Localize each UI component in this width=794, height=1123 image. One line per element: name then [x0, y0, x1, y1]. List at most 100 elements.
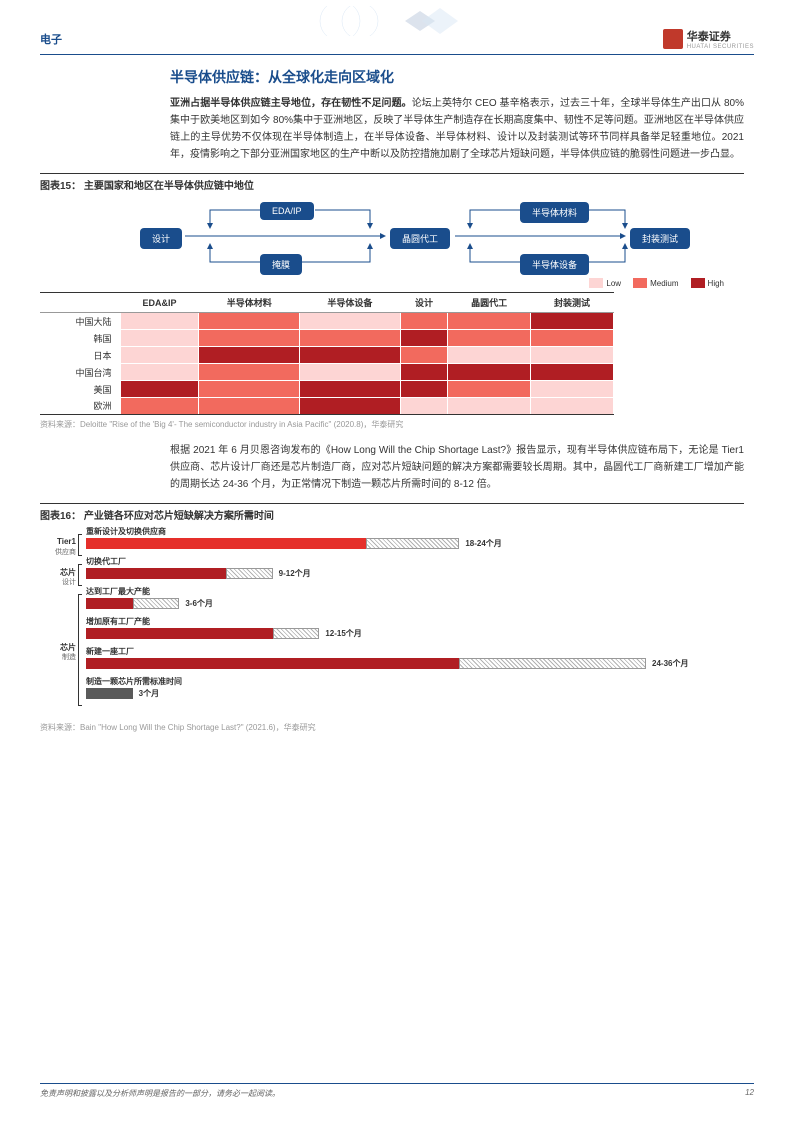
- fig15-flowchart: 设计 EDA/IP 掩膜 晶圆代工 半导体材料 半导体设备 封装测试: [70, 198, 744, 278]
- c16-row: 重新设计及切换供应商18-24个月: [86, 536, 734, 556]
- heatmap-cell: [199, 381, 300, 398]
- heatmap-cell: [400, 347, 447, 364]
- c16-row: 增加原有工厂产能12-15个月: [86, 626, 734, 646]
- c16-bar-range: [366, 538, 459, 549]
- heatmap-cell: [120, 364, 199, 381]
- disclaimer: 免责声明和披露以及分析师声明是报告的一部分，请务必一起阅读。: [40, 1088, 280, 1099]
- legend-low: Low: [589, 278, 621, 288]
- fig16-source: 资料来源：Bain "How Long Will the Chip Shorta…: [40, 722, 744, 733]
- swatch-medium-icon: [633, 278, 647, 288]
- heatmap-cell: [531, 381, 614, 398]
- heatmap-cell: [199, 364, 300, 381]
- c16-bar: [86, 628, 273, 639]
- page-number: 12: [745, 1088, 754, 1099]
- swatch-high-icon: [691, 278, 705, 288]
- header-decoration: [300, 6, 480, 36]
- heatmap-cell: [448, 347, 531, 364]
- heatmap-cell: [300, 398, 401, 415]
- heatmap-cell: [120, 398, 199, 415]
- heatmap-cell: [300, 381, 401, 398]
- c16-bar: [86, 568, 226, 579]
- heatmap-cell: [120, 381, 199, 398]
- heatmap-cell: [300, 347, 401, 364]
- logo: 华泰证券 HUATAI SECURITIES: [663, 28, 754, 50]
- heatmap-cell: [199, 347, 300, 364]
- fig15-title: 图表15： 主要国家和地区在半导体供应链中地位: [40, 173, 744, 192]
- fig15-source: 资料来源：Deloitte "Rise of the 'Big 4'- The …: [40, 419, 744, 430]
- c16-group-label: Tier1: [40, 537, 76, 546]
- heatmap-cell: [531, 364, 614, 381]
- heatmap-cell: [300, 364, 401, 381]
- c16-bar-range: [133, 598, 180, 609]
- heatmap-row-label: 日本: [40, 347, 120, 364]
- heatmap-cell: [120, 330, 199, 347]
- legend-medium: Medium: [633, 278, 678, 288]
- c16-bar-range: [273, 628, 320, 639]
- heatmap-col: 设计: [400, 293, 447, 313]
- heatmap-col: 半导体设备: [300, 293, 401, 313]
- heatmap-cell: [120, 347, 199, 364]
- c16-group-sublabel: 设计: [40, 577, 76, 587]
- heatmap-row-label: 中国台湾: [40, 364, 120, 381]
- c16-group-sublabel: 制造: [40, 652, 76, 662]
- legend-high: High: [691, 278, 724, 288]
- heatmap-cell: [120, 313, 199, 330]
- heatmap-col: 半导体材料: [199, 293, 300, 313]
- heatmap-cell: [531, 347, 614, 364]
- c16-row: 切换代工厂9-12个月: [86, 566, 734, 586]
- heatmap-cell: [448, 364, 531, 381]
- c16-bar-annot: 18-24个月: [465, 538, 501, 549]
- c16-bar-label: 增加原有工厂产能: [86, 616, 150, 627]
- c16-bar-label: 重新设计及切换供应商: [86, 526, 166, 537]
- logo-text: 华泰证券: [687, 28, 754, 44]
- heatmap-cell: [400, 313, 447, 330]
- fig16-title: 图表16： 产业链各环应对芯片短缺解决方案所需时间: [40, 503, 744, 522]
- c16-bar-annot: 3个月: [139, 688, 159, 699]
- category-label: 电子: [40, 31, 62, 47]
- heatmap-cell: [448, 398, 531, 415]
- fig15-heatmap: EDA&IP半导体材料半导体设备设计晶圆代工封装测试中国大陆韩国日本中国台湾美国…: [40, 292, 614, 415]
- heatmap-cell: [300, 313, 401, 330]
- fig16-chart: Tier1供应商芯片设计芯片制造重新设计及切换供应商18-24个月切换代工厂9-…: [40, 528, 744, 718]
- c16-bracket: [78, 564, 82, 586]
- heatmap-cell: [400, 381, 447, 398]
- fig15-legend: Low Medium High: [70, 278, 744, 288]
- c16-bar-range: [226, 568, 273, 579]
- para1-lead: 亚洲占据半导体供应链主导地位，存在韧性不足问题。: [170, 98, 412, 109]
- heatmap-cell: [300, 330, 401, 347]
- c16-bar: [86, 688, 133, 699]
- c16-bar-annot: 3-6个月: [185, 598, 213, 609]
- c16-bar: [86, 658, 459, 669]
- c16-bar-label: 制造一颗芯片所需标准时间: [86, 676, 182, 687]
- heatmap-cell: [199, 398, 300, 415]
- c16-bracket: [78, 534, 82, 556]
- heatmap-row-label: 中国大陆: [40, 313, 120, 330]
- c16-bar-label: 切换代工厂: [86, 556, 126, 567]
- c16-bar-annot: 9-12个月: [279, 568, 311, 579]
- c16-bar: [86, 598, 133, 609]
- logo-mark-icon: [663, 29, 683, 49]
- heatmap-cell: [531, 398, 614, 415]
- heatmap-cell: [400, 398, 447, 415]
- heatmap-cell: [199, 330, 300, 347]
- c16-bar: [86, 538, 366, 549]
- c16-bar-annot: 24-36个月: [652, 658, 688, 669]
- logo-subtext: HUATAI SECURITIES: [687, 44, 754, 50]
- c16-bar-label: 新建一座工厂: [86, 646, 134, 657]
- heatmap-cell: [199, 313, 300, 330]
- heatmap-row-label: 欧洲: [40, 398, 120, 415]
- page-footer: 免责声明和披露以及分析师声明是报告的一部分，请务必一起阅读。 12: [40, 1083, 754, 1099]
- heatmap-cell: [400, 364, 447, 381]
- heatmap-row-label: 韩国: [40, 330, 120, 347]
- heatmap-col: EDA&IP: [120, 293, 199, 313]
- heatmap-col: 晶圆代工: [448, 293, 531, 313]
- c16-row: 达到工厂最大产能3-6个月: [86, 596, 734, 616]
- c16-bar-range: [459, 658, 646, 669]
- heatmap-cell: [448, 313, 531, 330]
- heatmap-row-label: 美国: [40, 381, 120, 398]
- heatmap-col: 封装测试: [531, 293, 614, 313]
- heatmap-cell: [448, 330, 531, 347]
- c16-row: 制造一颗芯片所需标准时间3个月: [86, 686, 734, 706]
- c16-row: 新建一座工厂24-36个月: [86, 656, 734, 676]
- heatmap-cell: [448, 381, 531, 398]
